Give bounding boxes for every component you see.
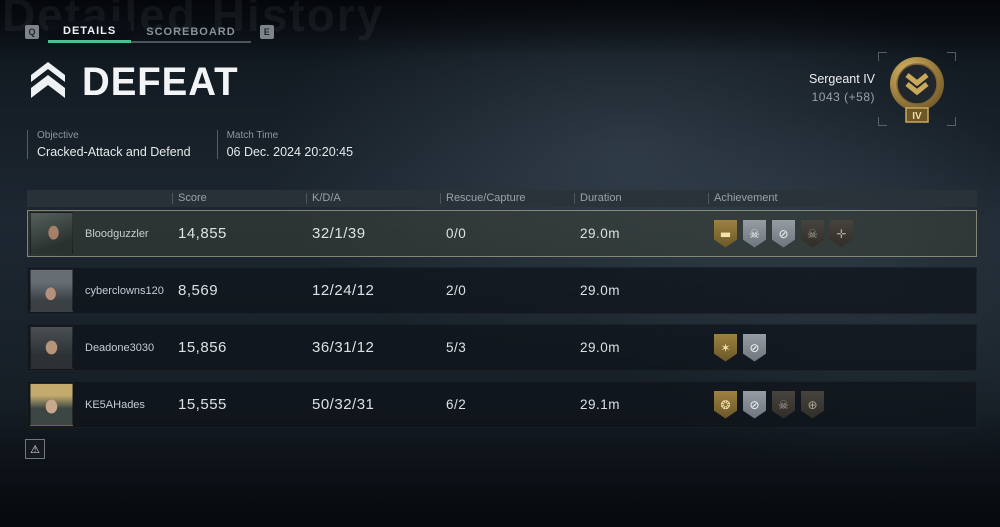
player-cell: KE5AHades <box>28 382 173 427</box>
table-row[interactable]: Bloodguzzler 14,855 32/1/39 0/0 29.0m ▬ … <box>27 210 977 257</box>
medal-plaque-badge-icon[interactable]: ▬ <box>714 219 737 248</box>
duration-value: 29.1m <box>580 397 621 412</box>
rescue-value: 6/2 <box>446 397 467 412</box>
prev-tab-keycap[interactable]: Q <box>25 25 39 39</box>
player-cell: Deadone3030 <box>28 325 173 370</box>
warning-icon: ⚠ <box>30 443 40 456</box>
match-result: DEFEAT <box>28 60 245 105</box>
achievements-cell: ❂ ⊘ ☠ ⊕ <box>709 390 976 419</box>
rank-points: 1043 (+58) <box>811 90 875 104</box>
corner-bracket <box>947 117 956 126</box>
player-cell: Bloodguzzler <box>28 211 173 256</box>
slash-circle-badge-icon[interactable]: ⊘ <box>743 390 766 419</box>
objective-value: Cracked-Attack and Defend <box>37 145 191 159</box>
player-avatar <box>30 269 73 312</box>
crosshair-badge-icon[interactable]: ⊕ <box>801 390 824 419</box>
result-title: DEFEAT <box>82 60 239 104</box>
rank-info: Sergeant IV 1043 (+58) <box>700 72 875 104</box>
rank-medal-icon: IV <box>886 55 948 130</box>
player-name: KE5AHades <box>85 398 145 411</box>
corner-bracket <box>878 117 887 126</box>
header-rescue: Rescue/Capture <box>440 193 574 204</box>
rank-tier-label: IV <box>912 111 922 122</box>
header-score: Score <box>172 193 306 204</box>
rank-name: Sergeant IV <box>808 72 875 86</box>
wreath-badge-icon[interactable]: ❂ <box>714 390 737 419</box>
next-tab-keycap[interactable]: E <box>259 25 274 39</box>
crosshair-eye-badge-icon[interactable]: ✛ <box>830 219 853 248</box>
player-avatar <box>30 326 73 369</box>
skull-badge-icon[interactable]: ☠ <box>772 390 795 419</box>
tabs: DETAILS SCOREBOARD <box>48 21 251 43</box>
kda-value: 32/1/39 <box>312 225 366 242</box>
player-name: Deadone3030 <box>85 341 155 354</box>
player-name: cyberclowns120 <box>85 284 164 297</box>
match-time-label: Match Time <box>226 130 279 141</box>
starburst-badge-icon[interactable]: ✶ <box>714 333 737 362</box>
table-row[interactable]: cyberclowns120 8,569 12/24/12 2/0 29.0m <box>27 267 977 314</box>
player-avatar <box>30 383 73 426</box>
objective-block: Objective Cracked-Attack and Defend <box>27 130 191 159</box>
header-achievement: Achievement <box>708 193 977 204</box>
achievements-cell: ✶ ⊘ <box>709 333 976 362</box>
corner-bracket <box>947 52 956 61</box>
objective-label: Objective <box>37 130 79 141</box>
slash-circle-badge-icon[interactable]: ⊘ <box>772 219 795 248</box>
player-avatar <box>30 212 73 255</box>
score-value: 15,856 <box>178 339 227 356</box>
kda-value: 50/32/31 <box>312 396 375 413</box>
table-header: Score K/D/A Rescue/Capture Duration Achi… <box>27 190 977 207</box>
tab-bar: Q DETAILS SCOREBOARD E <box>25 21 274 43</box>
match-info-bar: Objective Cracked-Attack and Defend Matc… <box>27 130 353 159</box>
rescue-value: 2/0 <box>446 283 467 298</box>
header-kda: K/D/A <box>306 193 440 204</box>
table-row[interactable]: Deadone3030 15,856 36/31/12 5/3 29.0m ✶ … <box>27 324 977 371</box>
double-chevron-up-icon <box>28 62 68 103</box>
header-duration: Duration <box>574 193 708 204</box>
match-time-block: Match Time 06 Dec. 2024 20:20:45 <box>216 130 354 159</box>
background-top-shade <box>0 0 1000 56</box>
match-time-value: 06 Dec. 2024 20:20:45 <box>226 145 354 159</box>
player-cell: cyberclowns120 <box>28 268 173 313</box>
kda-value: 36/31/12 <box>312 339 375 356</box>
table-row[interactable]: KE5AHades 15,555 50/32/31 6/2 29.1m ❂ ⊘ … <box>27 381 977 428</box>
achievements-cell: ▬ ☠ ⊘ ☠ ✛ <box>709 219 976 248</box>
kda-value: 12/24/12 <box>312 282 375 299</box>
duration-value: 29.0m <box>580 283 621 298</box>
rank-badge-frame <box>878 52 956 126</box>
tab-details[interactable]: DETAILS <box>48 21 132 43</box>
rescue-value: 5/3 <box>446 340 467 355</box>
rescue-value: 0/0 <box>446 226 467 241</box>
score-value: 15,555 <box>178 396 227 413</box>
score-value: 8,569 <box>178 282 219 299</box>
duration-value: 29.0m <box>580 226 621 241</box>
winged-skull-badge-icon[interactable]: ☠ <box>801 219 824 248</box>
corner-bracket <box>878 52 887 61</box>
scoreboard-table: Score K/D/A Rescue/Capture Duration Achi… <box>27 190 977 428</box>
player-name: Bloodguzzler <box>85 227 149 240</box>
skull-target-badge-icon[interactable]: ☠ <box>743 219 766 248</box>
score-value: 14,855 <box>178 225 227 242</box>
report-warning-button[interactable]: ⚠ <box>25 439 45 459</box>
tab-scoreboard[interactable]: SCOREBOARD <box>131 22 251 43</box>
slash-circle-badge-icon[interactable]: ⊘ <box>743 333 766 362</box>
duration-value: 29.0m <box>580 340 621 355</box>
